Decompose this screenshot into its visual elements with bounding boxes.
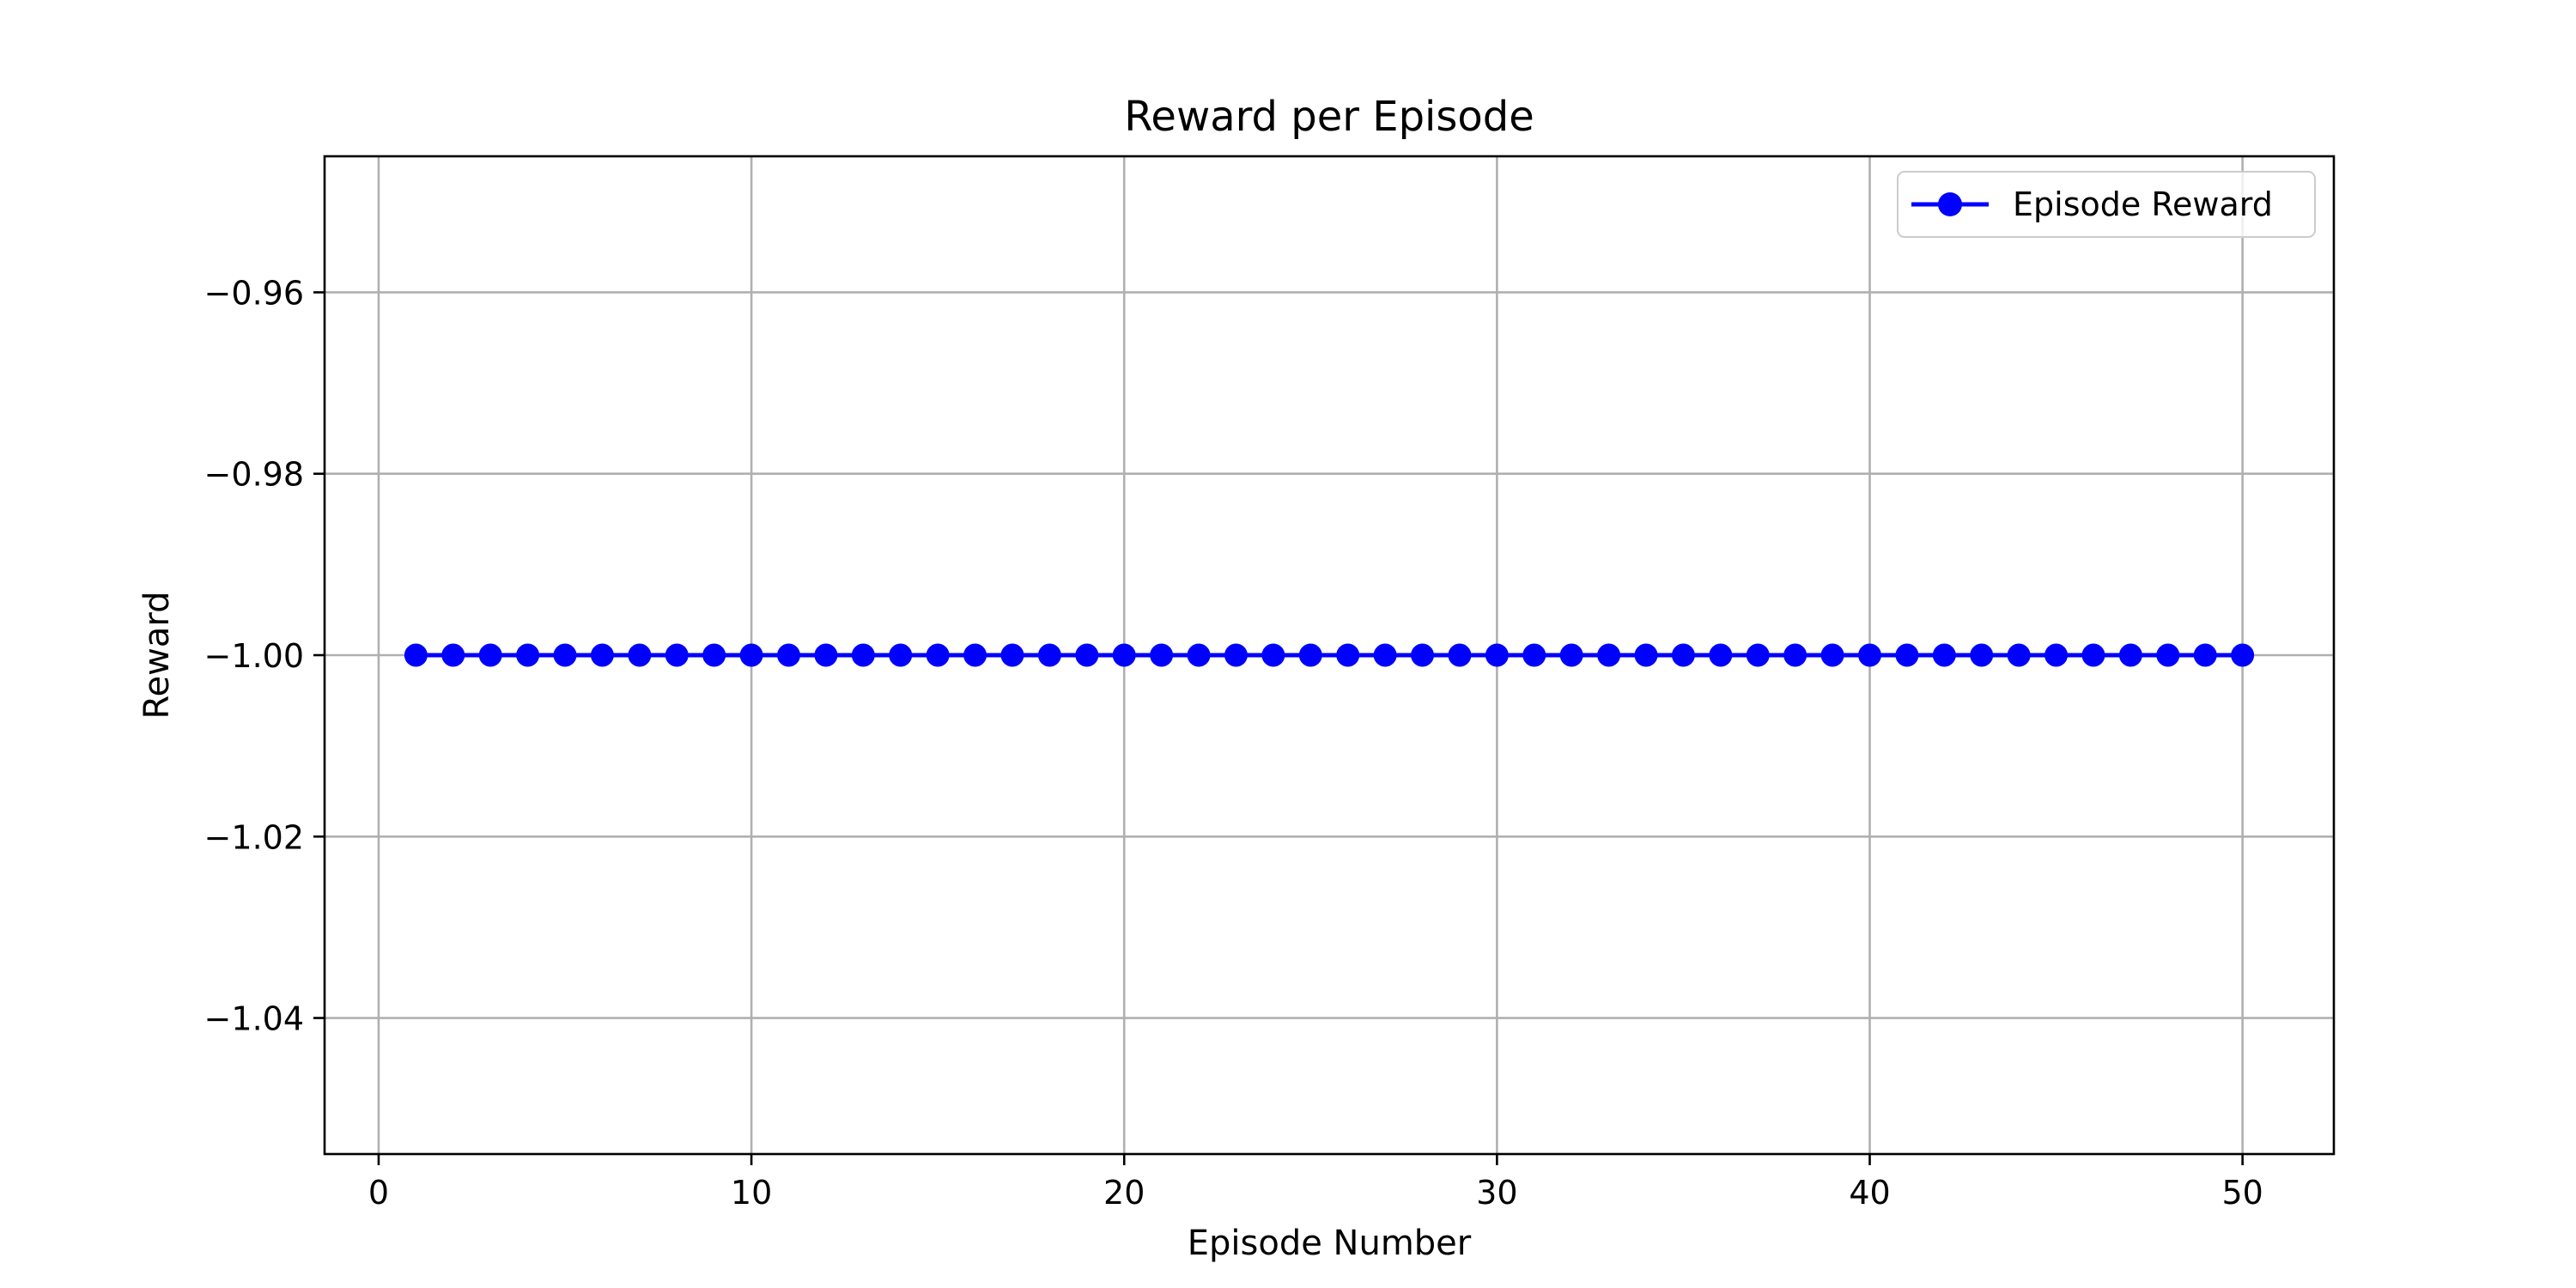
data-point bbox=[1559, 643, 1583, 667]
data-point bbox=[926, 643, 950, 667]
data-point bbox=[404, 643, 428, 667]
data-point bbox=[851, 643, 875, 667]
series-layer bbox=[404, 643, 2255, 667]
data-point bbox=[1597, 643, 1621, 667]
chart-title: Reward per Episode bbox=[1124, 93, 1534, 141]
legend-marker-swatch bbox=[1938, 192, 1962, 216]
data-point bbox=[441, 643, 465, 667]
x-tick-label: 40 bbox=[1849, 1174, 1890, 1212]
data-point bbox=[1261, 643, 1285, 667]
y-tick-label: −1.02 bbox=[204, 818, 304, 856]
data-point bbox=[478, 643, 502, 667]
y-axis-title: Reward bbox=[137, 592, 177, 720]
data-point bbox=[2231, 643, 2255, 667]
data-point bbox=[889, 643, 913, 667]
data-point bbox=[1298, 643, 1322, 667]
data-point bbox=[2156, 643, 2180, 667]
y-tick-label: −0.98 bbox=[204, 456, 304, 494]
data-point bbox=[2193, 643, 2217, 667]
data-point bbox=[739, 643, 763, 667]
data-point bbox=[1895, 643, 1919, 667]
data-point bbox=[2044, 643, 2069, 667]
y-tick-label: −0.96 bbox=[204, 274, 304, 312]
data-point bbox=[1112, 643, 1136, 667]
data-point bbox=[1746, 643, 1770, 667]
y-tick-label: −1.00 bbox=[204, 637, 304, 675]
data-point bbox=[2007, 643, 2031, 667]
x-tick-label: 10 bbox=[731, 1174, 772, 1212]
data-point bbox=[1037, 643, 1061, 667]
data-point bbox=[1634, 643, 1658, 667]
data-point bbox=[1150, 643, 1174, 667]
x-axis: 0 10 20 30 40 50 bbox=[368, 1154, 2263, 1212]
data-point bbox=[1671, 643, 1695, 667]
data-point bbox=[665, 643, 689, 667]
data-point bbox=[1932, 643, 1956, 667]
y-tick-label: −1.04 bbox=[204, 1000, 304, 1038]
data-point bbox=[1448, 643, 1472, 667]
data-point bbox=[963, 643, 987, 667]
x-tick-label: 0 bbox=[368, 1174, 389, 1212]
data-point bbox=[814, 643, 838, 667]
data-point bbox=[1783, 643, 1807, 667]
data-point bbox=[2081, 643, 2105, 667]
data-point bbox=[1485, 643, 1509, 667]
x-tick-label: 50 bbox=[2221, 1174, 2263, 1212]
x-axis-title: Episode Number bbox=[1188, 1224, 1472, 1263]
data-point bbox=[1522, 643, 1546, 667]
data-point bbox=[702, 643, 726, 667]
legend-box bbox=[1897, 171, 2316, 238]
data-point bbox=[2118, 643, 2142, 667]
data-point bbox=[777, 643, 801, 667]
legend: Episode Reward bbox=[1897, 171, 2316, 238]
data-point bbox=[1224, 643, 1248, 667]
data-point bbox=[1411, 643, 1435, 667]
data-point bbox=[1373, 643, 1397, 667]
legend-label: Episode Reward bbox=[2013, 185, 2273, 223]
data-point bbox=[1857, 643, 1881, 667]
data-point bbox=[1000, 643, 1024, 667]
data-point bbox=[590, 643, 614, 667]
data-point bbox=[1075, 643, 1099, 667]
x-tick-label: 20 bbox=[1103, 1174, 1145, 1212]
y-axis: −0.96 −0.98 −1.00 −1.02 −1.04 bbox=[204, 274, 325, 1038]
x-tick-label: 30 bbox=[1476, 1174, 1517, 1212]
data-point bbox=[1187, 643, 1211, 667]
data-point bbox=[553, 643, 577, 667]
data-point bbox=[1820, 643, 1844, 667]
data-point bbox=[1709, 643, 1733, 667]
data-point bbox=[1336, 643, 1360, 667]
data-point bbox=[516, 643, 540, 667]
data-point bbox=[628, 643, 652, 667]
data-point bbox=[1970, 643, 1994, 667]
